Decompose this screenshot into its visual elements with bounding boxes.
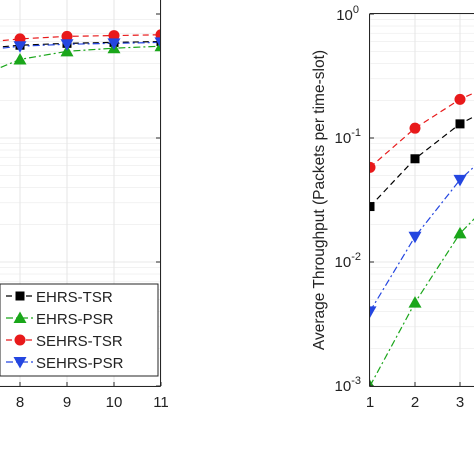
y-axis-label: Average Throughput (Packets per time-slo… bbox=[311, 50, 328, 350]
x-tick-label-11: 11 bbox=[153, 394, 169, 411]
line-sehrs-psr bbox=[369, 165, 474, 312]
y-tick-base: 10 bbox=[336, 7, 353, 24]
point-sehrs-psr bbox=[60, 39, 74, 51]
legend-entry-sehrs-psr: SEHRS-PSR bbox=[36, 355, 124, 372]
point-ehrs-psr bbox=[408, 296, 422, 308]
right-x-tick-labels: 1 2 3 bbox=[366, 394, 464, 411]
legend-entry-ehrs-tsr: EHRS-TSR bbox=[36, 289, 113, 306]
point-sehrs-psr bbox=[453, 174, 467, 187]
y-tick-base: 10 bbox=[335, 378, 352, 395]
x-tick-label-2: 2 bbox=[411, 394, 419, 411]
legend-samples bbox=[6, 291, 34, 369]
point-ehrs-psr bbox=[13, 52, 27, 65]
point-sehrs-tsr bbox=[409, 122, 421, 134]
y-tick-label-1e-1: 10-1 bbox=[335, 127, 361, 147]
y-tick-base: 10 bbox=[335, 254, 352, 271]
y-tick-label-1e0: 100 bbox=[336, 4, 359, 24]
point-ehrs-tsr bbox=[455, 119, 465, 129]
point-sehrs-psr bbox=[154, 37, 161, 49]
y-tick-label-1e-3: 10-3 bbox=[335, 375, 361, 395]
legend-box bbox=[0, 283, 159, 377]
line-ehrs-psr bbox=[369, 218, 474, 386]
point-sehrs-tsr bbox=[61, 30, 73, 42]
right-series-lines bbox=[369, 92, 474, 386]
y-tick-base: 10 bbox=[335, 130, 352, 147]
y-tick-exponent: -1 bbox=[351, 127, 361, 139]
legend-entry-ehrs-psr: EHRS-PSR bbox=[36, 311, 114, 328]
point-sehrs-tsr bbox=[369, 161, 376, 173]
point-sehrs-psr bbox=[107, 38, 121, 50]
right-grid bbox=[369, 13, 474, 387]
legend: EHRS-TSR EHRS-PSR SEHRS-TSR SEHRS-PSR bbox=[0, 283, 159, 377]
legend-marker-ehrs-tsr bbox=[15, 291, 25, 301]
y-tick-exponent: -2 bbox=[351, 251, 361, 263]
legend-marker-sehrs-psr bbox=[13, 357, 27, 369]
y-tick-exponent: 0 bbox=[353, 4, 359, 16]
point-ehrs-tsr bbox=[410, 154, 420, 164]
x-tick-label-3: 3 bbox=[456, 394, 464, 411]
line-ehrs-psr bbox=[0, 45, 161, 69]
left-x-tick-labels: 8 9 10 11 bbox=[16, 394, 169, 411]
legend-marker-ehrs-psr bbox=[13, 311, 27, 323]
point-ehrs-psr bbox=[453, 226, 467, 239]
point-sehrs-tsr bbox=[108, 30, 120, 42]
left-chart: 8 9 10 11 EHRS-TSR EHRS-PSR SEHRS-TSR SEHRS… bbox=[0, 0, 169, 411]
point-sehrs-psr bbox=[369, 306, 377, 318]
x-tick-label-9: 9 bbox=[63, 394, 71, 411]
right-series-markers bbox=[369, 93, 467, 386]
point-sehrs-tsr bbox=[454, 93, 466, 105]
legend-marker-sehrs-tsr bbox=[14, 334, 26, 346]
left-series-markers bbox=[13, 29, 161, 65]
y-tick-label-1e-2: 10-2 bbox=[335, 251, 361, 271]
line-ehrs-tsr bbox=[369, 115, 474, 207]
right-y-tick-labels: 100 10-1 10-2 10-3 bbox=[335, 4, 361, 395]
left-axes bbox=[0, 0, 162, 387]
point-sehrs-psr bbox=[408, 231, 422, 244]
y-tick-exponent: -3 bbox=[351, 375, 361, 387]
x-tick-label-10: 10 bbox=[106, 394, 123, 411]
point-sehrs-psr bbox=[13, 41, 27, 53]
right-axes bbox=[369, 13, 474, 387]
x-tick-label-8: 8 bbox=[16, 394, 24, 411]
point-ehrs-tsr bbox=[369, 202, 375, 212]
legend-entry-sehrs-tsr: SEHRS-TSR bbox=[36, 333, 123, 350]
x-tick-label-1: 1 bbox=[366, 394, 374, 411]
